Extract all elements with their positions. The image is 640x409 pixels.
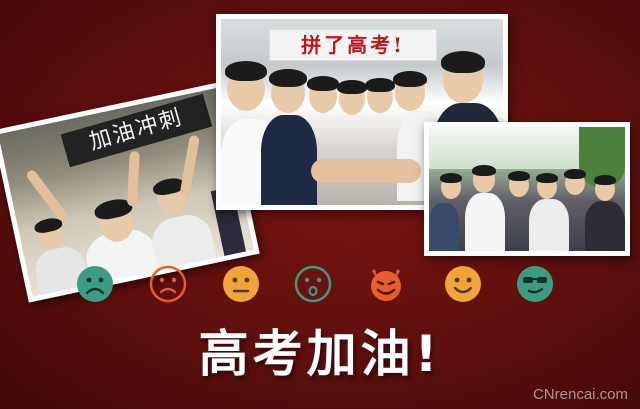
photo-students-huddle: 拼了高考! bbox=[216, 14, 508, 210]
photo-banner-center: 拼了高考! bbox=[269, 29, 437, 61]
neutral-face-icon bbox=[222, 265, 260, 303]
surprised-face-icon bbox=[294, 265, 332, 303]
photo-students-cheering bbox=[424, 122, 630, 256]
smile-face-icon bbox=[444, 265, 482, 303]
watermark: CNrencai.com bbox=[532, 386, 628, 403]
slogan-title: 高考加油! bbox=[198, 325, 442, 383]
cool-sunglasses-icon bbox=[516, 265, 554, 303]
devil-grin-icon bbox=[367, 265, 405, 303]
frown-face-icon bbox=[149, 265, 187, 303]
sad-face-icon bbox=[76, 265, 114, 303]
